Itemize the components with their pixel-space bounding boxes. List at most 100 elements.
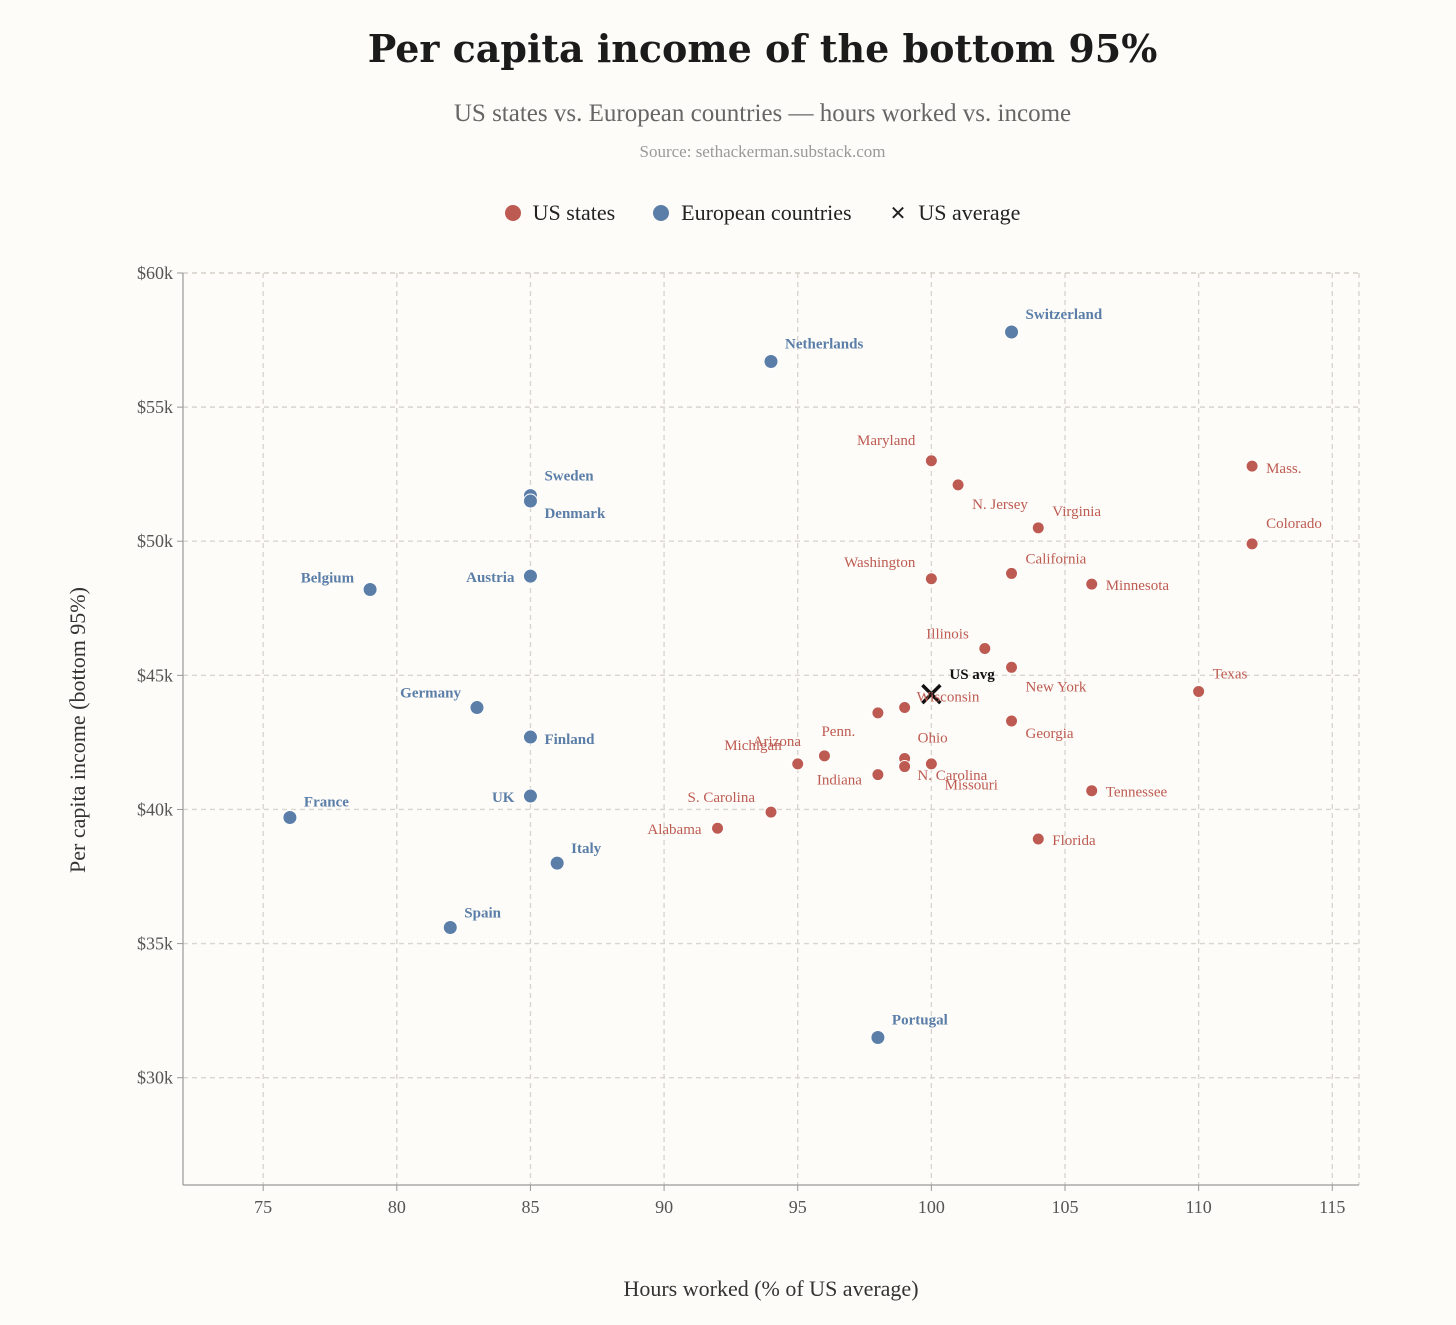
y-tick-label: $50k [137, 531, 173, 551]
point-s-carolina [764, 805, 778, 819]
chart-title: Per capita income of the bottom 95% [367, 26, 1158, 71]
legend-item-us-average: ✕ US average [890, 200, 1021, 226]
chart-source: Source: sethackerman.substack.com [639, 142, 886, 161]
point-indiana [871, 768, 885, 782]
point-washington [924, 572, 938, 586]
label-spain: Spain [464, 905, 501, 921]
point-n-carolina [924, 757, 938, 771]
point-mass [1245, 459, 1259, 473]
x-tick-label: 90 [655, 1197, 673, 1217]
point-netherlands [763, 354, 779, 370]
y-tick-label: $30k [137, 1068, 173, 1088]
point-tennessee [1085, 784, 1099, 798]
point-labels: Maryland N. Jersey Mass. Virginia Colorado Wa… [301, 307, 1322, 1028]
point-alabama [711, 821, 725, 835]
label-switzerland: Switzerland [1026, 307, 1103, 323]
point-california [1005, 566, 1019, 580]
legend-item-us-states: US states [504, 200, 616, 226]
legend-label-european: European countries [681, 200, 852, 225]
label-denmark: Denmark [544, 506, 605, 522]
label-belgium: Belgium [301, 571, 355, 587]
y-tick-label: $60k [137, 263, 173, 283]
point-italy [549, 855, 565, 871]
x-tick-label: 105 [1052, 1197, 1079, 1217]
point-n-jersey [951, 478, 965, 492]
x-tick-label: 95 [789, 1197, 807, 1217]
label-uk: UK [492, 790, 515, 806]
label-mass: Mass. [1266, 461, 1301, 477]
legend-label-us-average: US average [918, 200, 1021, 225]
y-tick-label: $35k [137, 934, 173, 954]
axes [177, 272, 1359, 1191]
label-sweden: Sweden [544, 469, 594, 485]
label-alabama: Alabama [647, 822, 701, 838]
point-switzerland [1004, 324, 1020, 340]
label-illinois: Illinois [926, 627, 969, 643]
label-penn: Penn. [821, 724, 855, 740]
point-new-york [1005, 660, 1019, 674]
label-germany: Germany [400, 686, 461, 702]
point-wisconsin [898, 701, 912, 715]
label-california: California [1026, 551, 1087, 567]
label-austria: Austria [466, 570, 515, 586]
legend: US states European countries ✕ US averag… [0, 200, 1456, 226]
point-penn [817, 749, 831, 763]
label-portugal: Portugal [892, 1012, 948, 1028]
label-us-avg: US avg [949, 667, 995, 683]
legend-marker-us-states [504, 205, 521, 221]
label-n-jersey: N. Jersey [972, 497, 1028, 513]
x-tick-label: 115 [1319, 1197, 1345, 1217]
legend-item-european: European countries [653, 200, 852, 226]
point-denmark [522, 493, 538, 509]
us-average-marker [921, 683, 942, 705]
label-new-york: New York [1026, 679, 1087, 695]
y-tick-label: $45k [137, 665, 173, 685]
tick-labels: 75 80 85 90 95 100 105 110 115 $30k $35k $40k $45k $5… [137, 263, 1345, 1217]
label-n-carolina: N. Carolina [917, 768, 987, 784]
label-texas: Texas [1213, 666, 1248, 682]
chart-subtitle: US states vs. European countries — hours… [453, 100, 1072, 127]
label-finland: Finland [544, 732, 595, 748]
label-minnesota: Minnesota [1106, 578, 1170, 594]
point-spain [442, 919, 458, 935]
gridlines [183, 272, 1360, 1185]
point-michigan [791, 757, 805, 771]
y-tick-label: $55k [137, 397, 173, 417]
label-virginia: Virginia [1052, 504, 1101, 520]
point-austria [522, 568, 538, 584]
point-florida [1031, 832, 1045, 846]
legend-label-us-states: US states [532, 200, 616, 225]
x-axis-title: Hours worked (% of US average) [623, 1276, 918, 1301]
label-s-carolina: S. Carolina [688, 790, 756, 806]
label-indiana: Indiana [817, 773, 862, 789]
label-washington: Washington [844, 555, 916, 571]
point-maryland [924, 454, 938, 468]
point-texas [1192, 684, 1206, 698]
point-portugal [870, 1029, 886, 1045]
x-tick-label: 80 [388, 1197, 406, 1217]
point-germany [469, 700, 485, 716]
point-virginia [1031, 521, 1045, 535]
label-italy: Italy [571, 841, 602, 857]
point-france [282, 810, 298, 826]
label-arizona: Arizona [753, 734, 802, 750]
point-georgia [1005, 714, 1019, 728]
legend-marker-us-average: ✕ [889, 201, 907, 225]
label-georgia: Georgia [1026, 726, 1074, 742]
point-minnesota [1085, 577, 1099, 591]
point-uk [522, 788, 538, 804]
label-tennessee: Tennessee [1106, 785, 1168, 801]
point-belgium [362, 582, 378, 598]
point-missouri [898, 760, 912, 774]
x-tick-label: 100 [918, 1197, 945, 1217]
point-unlabeled [871, 706, 885, 720]
x-tick-label: 85 [521, 1197, 539, 1217]
label-florida: Florida [1052, 833, 1096, 849]
label-maryland: Maryland [857, 433, 916, 449]
label-france: France [304, 795, 349, 811]
legend-marker-european [653, 205, 670, 221]
point-colorado [1245, 537, 1259, 551]
label-missouri: Missouri [945, 778, 998, 794]
x-tick-label: 110 [1185, 1197, 1211, 1217]
